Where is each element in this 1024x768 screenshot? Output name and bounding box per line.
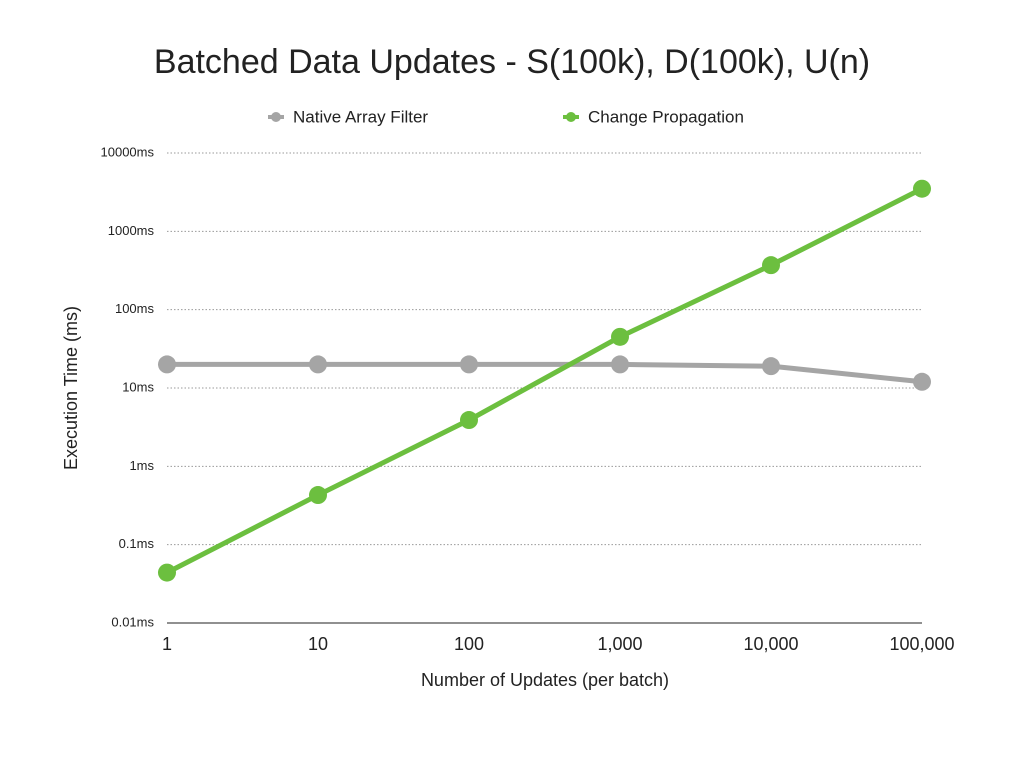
y-tick-label: 1000ms <box>108 223 155 238</box>
data-point <box>158 563 176 582</box>
x-tick-label: 100 <box>454 634 484 654</box>
legend-marker <box>566 112 576 122</box>
x-tick-label: 100,000 <box>889 634 954 654</box>
y-tick-label: 100ms <box>115 301 155 316</box>
data-point <box>460 355 478 374</box>
y-tick-label: 1ms <box>129 458 154 473</box>
legend-marker <box>271 112 281 122</box>
data-point <box>913 372 931 391</box>
x-tick-label: 1,000 <box>597 634 642 654</box>
data-point <box>309 355 327 374</box>
y-tick-label: 0.01ms <box>111 614 154 629</box>
chart-title: Batched Data Updates - S(100k), D(100k),… <box>154 43 870 81</box>
data-point <box>913 179 931 198</box>
series-line <box>165 186 924 575</box>
data-point <box>309 486 327 505</box>
series-line <box>167 361 923 385</box>
data-point <box>762 256 780 275</box>
legend-label: Change Propagation <box>588 107 744 126</box>
data-point <box>611 355 629 374</box>
data-point <box>611 327 629 346</box>
y-axis-label: Execution Time (ms) <box>61 306 81 470</box>
y-tick-label: 10000ms <box>101 144 155 159</box>
x-tick-label: 10,000 <box>743 634 798 654</box>
legend-label: Native Array Filter <box>293 107 428 126</box>
x-axis-label: Number of Updates (per batch) <box>421 670 669 690</box>
y-tick-label: 10ms <box>122 379 154 394</box>
data-point <box>460 411 478 430</box>
x-tick-label: 1 <box>162 634 172 654</box>
data-point <box>158 355 176 374</box>
data-point <box>762 357 780 376</box>
y-tick-label: 0.1ms <box>119 536 155 551</box>
x-tick-label: 10 <box>308 634 328 654</box>
